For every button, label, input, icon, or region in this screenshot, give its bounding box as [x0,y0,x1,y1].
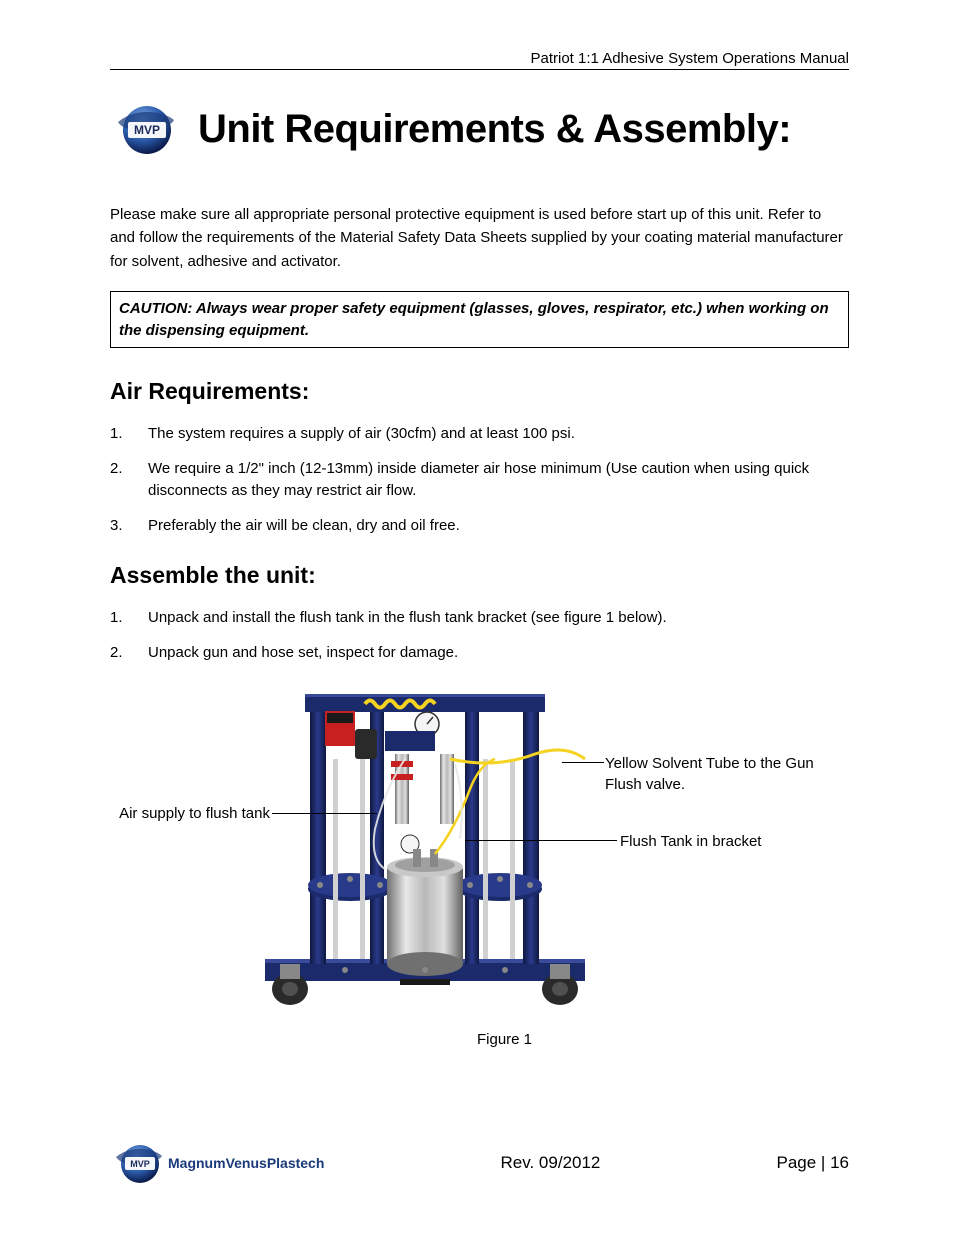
callout-flush-tank: Flush Tank in bracket [620,832,820,852]
assemble-list: Unpack and install the flush tank in the… [110,607,849,664]
page-title: Unit Requirements & Assembly: [198,107,791,152]
footer-logo-group: MVP MagnumVenusPlastech [110,1139,324,1187]
list-item: Unpack and install the flush tank in the… [110,607,849,630]
footer-brand-text: MagnumVenusPlastech [168,1155,324,1171]
air-requirements-heading: Air Requirements: [110,378,849,405]
running-header: Patriot 1:1 Adhesive System Operations M… [110,50,849,70]
equipment-illustration-icon [255,689,595,1009]
figure-1: Air supply to flush tank Yellow Solvent … [110,689,849,1029]
svg-text:MVP: MVP [134,123,160,137]
callout-line [465,840,617,841]
callout-line [562,762,604,763]
callout-line [272,813,377,814]
footer-page-number: Page | 16 [777,1153,849,1173]
mvp-logo-icon: MVP [110,100,180,158]
caution-box: CAUTION: Always wear proper safety equip… [110,291,849,349]
footer-revision: Rev. 09/2012 [501,1153,601,1173]
assemble-heading: Assemble the unit: [110,562,849,589]
page-footer: MVP MagnumVenusPlastech Rev. 09/2012 Pag… [110,1139,849,1187]
title-row: MVP Unit Requirements & Assembly: [110,100,849,158]
air-requirements-list: The system requires a supply of air (30c… [110,423,849,537]
list-item: We require a 1/2" inch (12-13mm) inside … [110,458,849,503]
list-item: The system requires a supply of air (30c… [110,423,849,446]
list-item: Unpack gun and hose set, inspect for dam… [110,642,849,665]
intro-paragraph: Please make sure all appropriate persona… [110,203,849,273]
list-item: Preferably the air will be clean, dry an… [110,515,849,538]
figure-caption: Figure 1 [110,1031,849,1048]
mvp-footer-logo-icon: MVP [110,1139,166,1187]
callout-yellow-tube: Yellow Solvent Tube to the Gun Flush val… [605,754,845,795]
svg-text:MVP: MVP [130,1159,150,1169]
callout-air-supply: Air supply to flush tank [95,804,270,824]
